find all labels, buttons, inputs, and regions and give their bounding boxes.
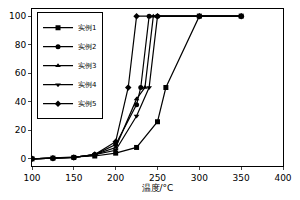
svg-text:60: 60: [15, 68, 27, 78]
svg-text:0: 0: [20, 154, 26, 164]
svg-text:250: 250: [149, 173, 166, 183]
svg-text:实例4: 实例4: [78, 81, 97, 89]
svg-text:100: 100: [9, 11, 26, 21]
svg-text:实例5: 实例5: [78, 100, 96, 108]
svg-text:300: 300: [191, 173, 208, 183]
svg-text:温度/°C: 温度/°C: [142, 183, 174, 193]
svg-text:实例2: 实例2: [78, 43, 96, 51]
svg-text:400: 400: [274, 173, 291, 183]
svg-text:40: 40: [15, 97, 27, 107]
svg-text:20: 20: [15, 125, 27, 135]
svg-text:150: 150: [65, 173, 82, 183]
svg-text:实例1: 实例1: [78, 24, 96, 32]
svg-text:80: 80: [15, 40, 27, 50]
svg-text:100: 100: [23, 173, 40, 183]
svg-text:350: 350: [233, 173, 250, 183]
svg-text:200: 200: [107, 173, 124, 183]
svg-text:实例3: 实例3: [78, 62, 96, 70]
